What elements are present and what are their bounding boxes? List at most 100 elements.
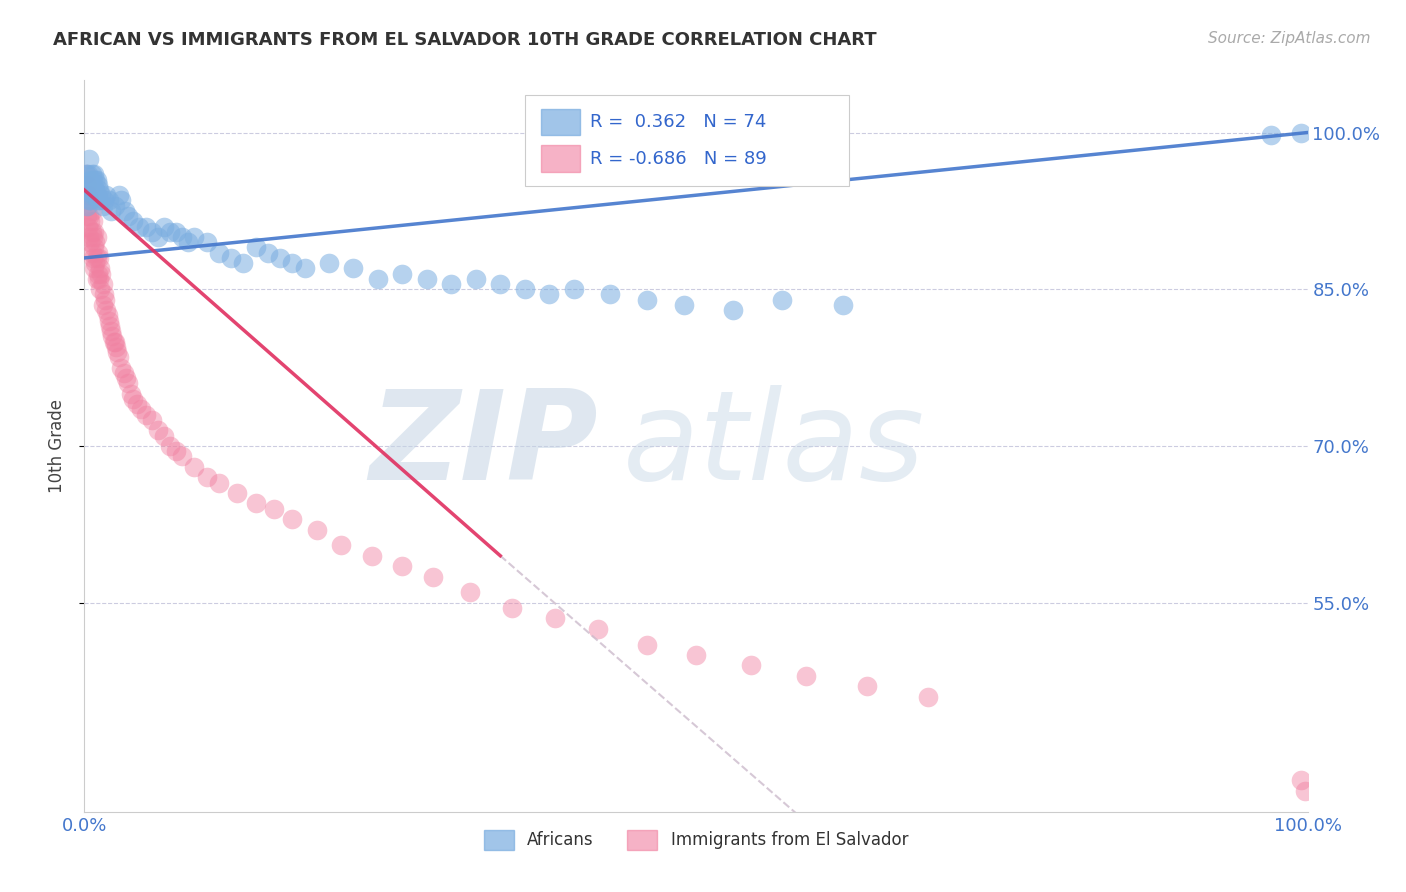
Point [94,293,117,307]
Point [305,523,328,537]
Point [75,188,97,202]
Point [391,267,413,281]
Point [80,203,103,218]
Point [77,194,100,208]
Point [89,261,111,276]
Point [125,397,148,411]
Point [440,277,463,291]
Point [86,251,108,265]
Point [86,188,108,202]
Point [77,209,100,223]
Point [177,235,200,250]
Point [84,256,107,270]
Point [360,549,382,563]
Point [90,267,112,281]
Point [141,225,163,239]
Point [135,408,157,422]
Point [489,277,512,291]
Point [422,569,444,583]
Point [165,225,187,239]
Point [82,251,104,265]
Point [831,298,853,312]
Point [159,225,181,239]
Point [257,245,280,260]
Point [135,219,157,234]
Point [245,496,267,510]
Point [87,178,110,192]
Point [208,245,231,260]
Point [153,219,176,234]
Point [77,178,100,192]
Point [84,235,107,250]
Point [165,444,187,458]
Point [208,475,231,490]
Text: AFRICAN VS IMMIGRANTS FROM EL SALVADOR 10TH GRADE CORRELATION CHART: AFRICAN VS IMMIGRANTS FROM EL SALVADOR 1… [53,31,877,49]
Point [83,167,105,181]
FancyBboxPatch shape [524,95,849,186]
Point [146,230,169,244]
Point [101,329,124,343]
Text: R = -0.686   N = 89: R = -0.686 N = 89 [589,150,766,168]
Point [122,214,145,228]
FancyBboxPatch shape [541,109,579,136]
Point [281,512,304,526]
Point [91,298,114,312]
Point [79,194,101,208]
Point [1260,128,1282,142]
Point [586,622,609,636]
Point [104,334,127,349]
Point [91,199,114,213]
Point [917,690,939,704]
Point [89,282,111,296]
Point [342,261,364,276]
Point [79,214,101,228]
Point [721,303,744,318]
Y-axis label: 10th Grade: 10th Grade [48,399,66,493]
Point [672,298,695,312]
Point [90,188,112,202]
Point [263,501,285,516]
Text: R =  0.362   N = 74: R = 0.362 N = 74 [589,113,766,131]
Point [97,309,120,323]
Point [77,199,100,213]
Point [120,386,142,401]
Point [86,172,108,186]
Point [80,167,103,181]
Point [82,183,104,197]
Text: atlas: atlas [623,385,925,507]
Point [226,486,249,500]
Point [76,178,98,192]
Point [83,225,105,239]
Point [76,183,98,197]
Point [96,188,118,202]
Point [159,439,181,453]
Point [110,194,132,208]
Point [770,293,793,307]
Point [82,230,104,244]
Point [195,470,218,484]
Point [183,230,205,244]
Point [100,203,122,218]
Point [599,287,621,301]
Point [107,350,129,364]
Point [91,277,114,291]
Point [83,261,105,276]
Point [75,167,97,181]
Point [183,459,205,474]
Point [76,209,98,223]
Point [79,235,101,250]
Point [87,245,110,260]
Point [636,293,658,307]
Point [79,172,101,186]
Point [1294,784,1316,798]
Point [93,287,115,301]
Point [93,194,115,208]
Point [77,167,100,181]
Point [83,240,105,254]
Point [115,371,138,385]
Point [83,188,105,202]
Point [141,413,163,427]
Point [740,658,762,673]
Point [114,203,136,218]
Point [1291,773,1313,788]
